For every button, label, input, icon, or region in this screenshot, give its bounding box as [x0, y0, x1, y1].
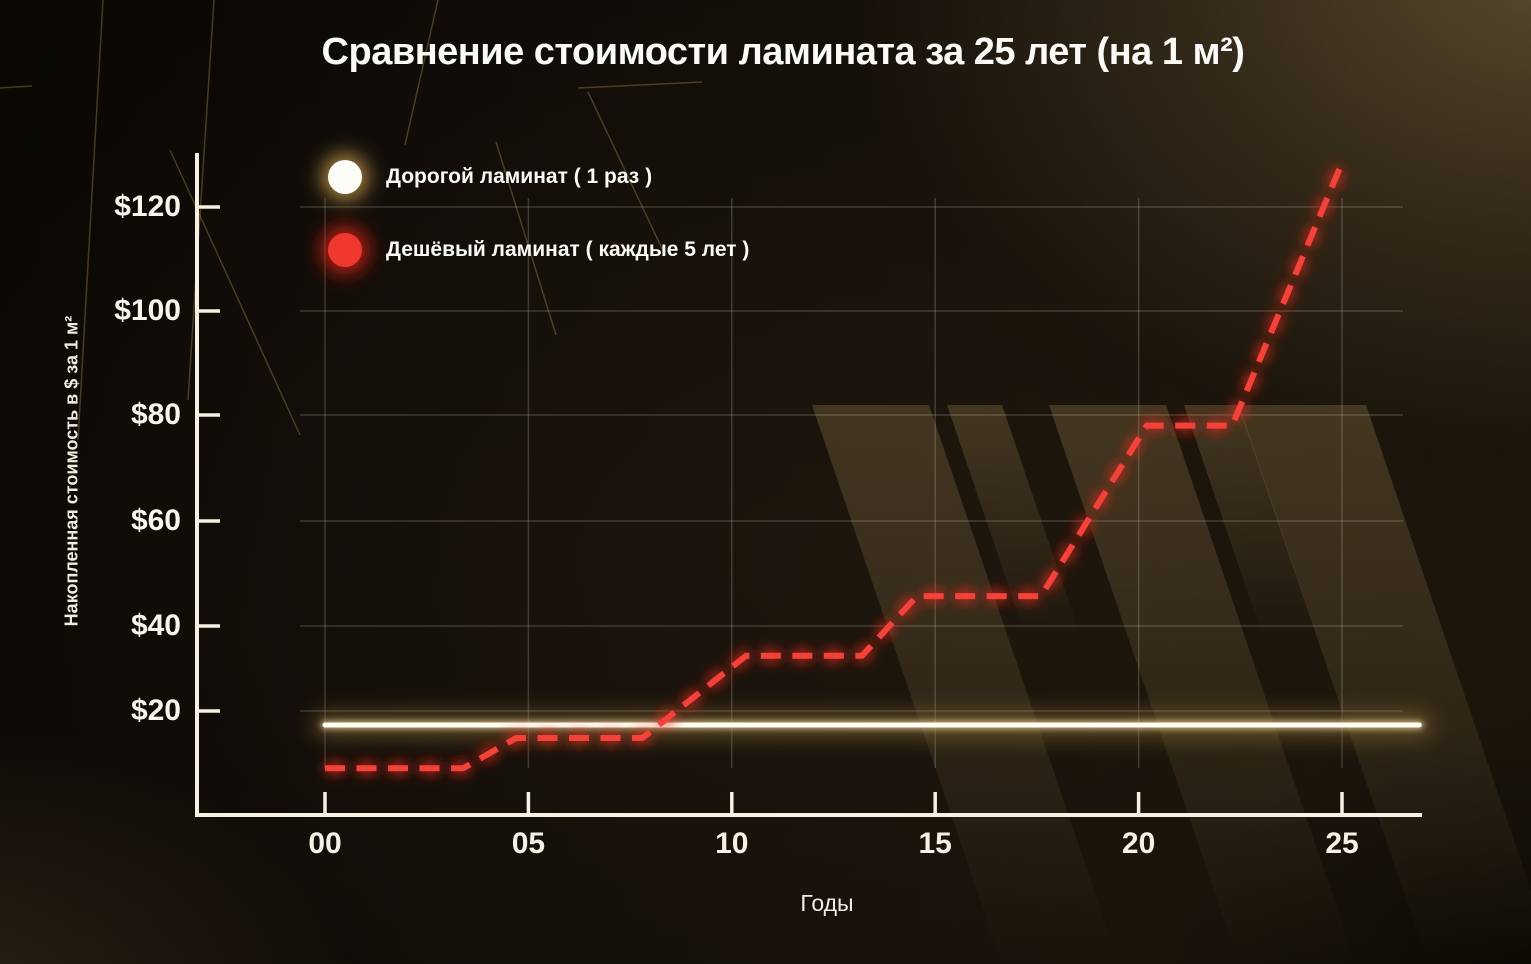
- y-tick-label: $80: [130, 398, 181, 431]
- decor-stripe: [1049, 405, 1357, 964]
- y-tick-label: $120: [114, 190, 181, 223]
- x-tick-label: 25: [1325, 827, 1359, 860]
- x-tick-label: 05: [511, 827, 546, 860]
- decor-line: [404, 0, 439, 146]
- decor-line: [0, 85, 33, 89]
- x-tick-label: 15: [918, 827, 952, 860]
- y-tick-label: $20: [130, 694, 181, 727]
- decor-line: [577, 81, 703, 89]
- background-stripes: [812, 405, 1531, 964]
- decor-line: [587, 91, 666, 256]
- legend-label-cheap: Дешёвый ламинат ( каждые 5 лет ): [386, 238, 750, 261]
- decor-line: [495, 141, 557, 336]
- x-tick-label: 20: [1121, 827, 1156, 860]
- y-axis-label: Накопленная стоимость в $ за 1 м²: [61, 315, 82, 627]
- legend-swatch-cheap: [328, 233, 362, 267]
- decor-line: [187, 0, 215, 401]
- background-outline-lines: [0, 0, 703, 441]
- decor-line: [77, 0, 104, 441]
- y-tick-label: $40: [130, 609, 181, 642]
- x-tick-label: 10: [715, 827, 749, 860]
- y-tick-label: $100: [114, 294, 181, 327]
- gridlines: [300, 198, 1403, 768]
- decor-stripe: [1238, 405, 1531, 964]
- y-tick-label: $60: [130, 504, 181, 537]
- legend-label-expensive: Дорогой ламинат ( 1 раз ): [386, 165, 653, 188]
- legend-swatch-expensive: [328, 160, 362, 194]
- chart-title: Сравнение стоимости ламината за 25 лет (…: [321, 31, 1245, 73]
- x-axis-label: Годы: [800, 890, 854, 916]
- axes: [195, 153, 1422, 817]
- decor-stripe: [812, 405, 1120, 964]
- decor-stripe: [1184, 405, 1319, 640]
- cheap-laminate-line: [325, 161, 1345, 772]
- x-tick-label: 00: [308, 827, 342, 860]
- decor-line: [169, 149, 301, 436]
